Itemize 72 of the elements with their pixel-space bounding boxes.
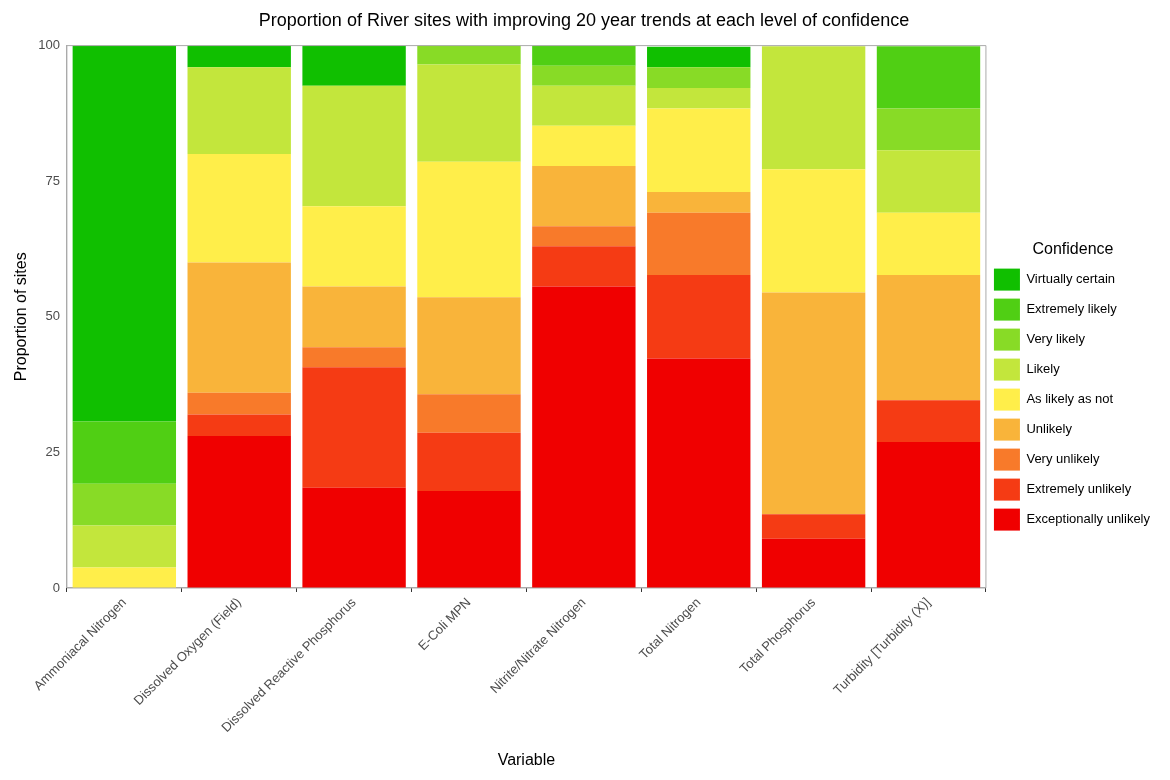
bar (532, 85, 636, 126)
legend-label: Very likely (1026, 331, 1086, 347)
legend-label: Exceptionally unlikely (1026, 511, 1151, 527)
bar (302, 85, 406, 207)
bar (72, 567, 177, 588)
bar (647, 212, 751, 276)
bar (647, 67, 751, 88)
bar (647, 192, 751, 213)
bar (876, 150, 981, 213)
bar (876, 400, 981, 443)
bar (647, 87, 751, 109)
bar (876, 442, 981, 588)
bar (761, 169, 866, 293)
bar (187, 436, 291, 588)
bar (417, 394, 521, 433)
y-tick-label: 0 (52, 579, 60, 595)
y-axis-title: Proportion of sites (12, 252, 30, 382)
bar (187, 392, 291, 415)
bar (876, 275, 981, 401)
bar (417, 161, 521, 298)
bar (532, 45, 636, 66)
bar (302, 286, 406, 348)
bar (417, 64, 521, 162)
bar (187, 414, 291, 437)
bar (647, 358, 751, 588)
bar (647, 46, 751, 68)
bar (302, 487, 406, 588)
bar (532, 226, 636, 247)
y-tick-label: 100 (38, 37, 60, 53)
legend-label: As likely as not (1026, 391, 1114, 407)
bar (302, 367, 406, 488)
bar (417, 297, 521, 395)
legend-label: Very unlikely (1026, 451, 1100, 467)
bar (532, 125, 636, 167)
bar (876, 108, 981, 151)
bar (532, 246, 636, 287)
legend-label: Virtually certain (1026, 271, 1116, 287)
legend-title: Confidence (1032, 239, 1114, 257)
legend-label: Extremely unlikely (1026, 481, 1132, 497)
chart-title: Proportion of River sites with improving 20 year trends at each level of confidence (258, 9, 910, 30)
bar (187, 262, 291, 393)
bar (761, 538, 866, 588)
bar (72, 421, 177, 484)
bar (302, 206, 406, 287)
y-tick-label: 50 (45, 308, 60, 324)
bar (876, 46, 981, 109)
bar (72, 525, 177, 568)
bar (761, 514, 866, 539)
bar (532, 65, 636, 86)
bar (72, 45, 177, 422)
bar (417, 45, 521, 65)
legend-label: Unlikely (1026, 421, 1073, 437)
bar (72, 483, 177, 526)
y-tick-label: 75 (45, 172, 60, 188)
bar (647, 275, 751, 359)
legend-label: Extremely likely (1026, 301, 1118, 317)
bar (647, 108, 751, 193)
bar (187, 45, 291, 68)
bar (302, 45, 406, 86)
bar (187, 154, 291, 263)
bar (761, 46, 866, 170)
x-axis-title: Variable (497, 750, 556, 768)
bar (532, 286, 636, 588)
bar (187, 67, 291, 155)
bar (417, 490, 521, 588)
bar (761, 292, 866, 515)
legend-label: Likely (1026, 361, 1061, 377)
bar (532, 166, 636, 227)
bar (417, 432, 521, 491)
bar (876, 212, 981, 276)
y-tick-label: 25 (45, 443, 60, 459)
bar (302, 347, 406, 368)
